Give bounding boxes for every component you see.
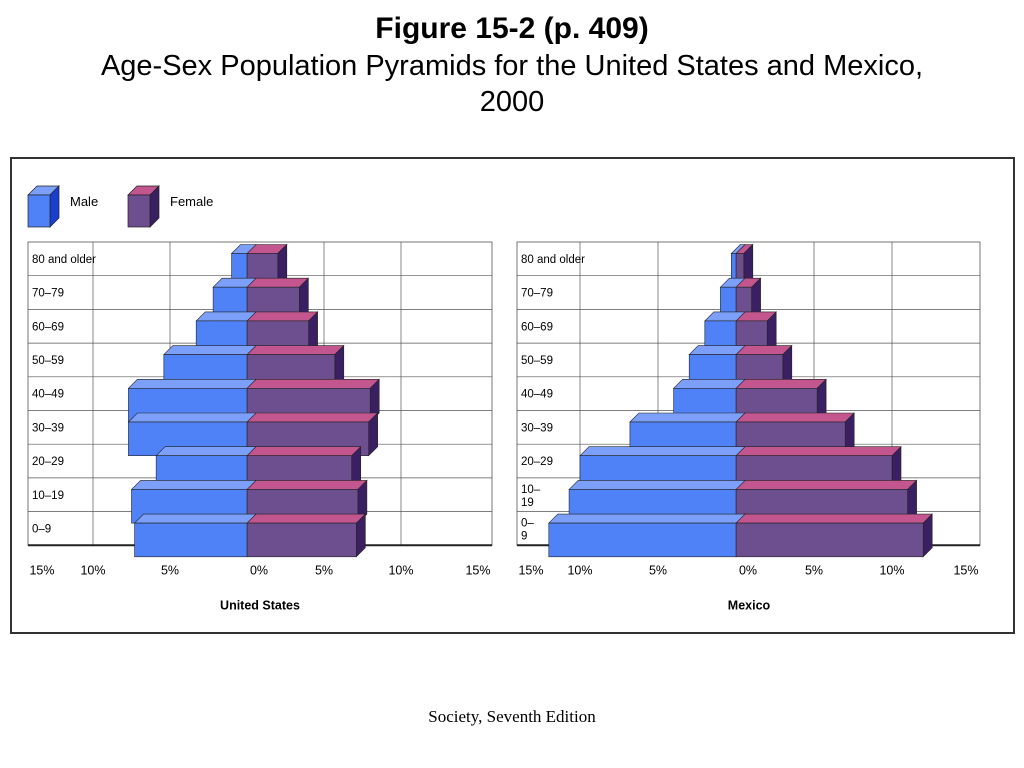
us-bar-female-top xyxy=(246,311,319,322)
footer-source: Society, Seventh Edition xyxy=(428,707,596,726)
us-bar-male-top xyxy=(130,480,257,490)
us-bar-female-top xyxy=(246,446,362,457)
mexico-bar-female-top xyxy=(735,513,933,524)
mexico-category-label: 40–49 xyxy=(521,389,553,401)
mexico-category-label: 70–79 xyxy=(521,288,553,300)
mexico-x-tick-label: 10% xyxy=(567,563,592,577)
us-x-tick-label: 5% xyxy=(161,563,179,577)
figure-caption-line-2: 2000 xyxy=(479,86,545,118)
us-bar-male-top xyxy=(127,379,257,389)
us-bar-male-top xyxy=(133,513,257,524)
mexico-category-label: 10– xyxy=(521,484,541,496)
mexico-category-label: 9 xyxy=(521,530,527,542)
us-x-tick-label: 5% xyxy=(315,563,333,577)
us-x-tick-label: 10% xyxy=(388,563,413,577)
us-bar-male-top xyxy=(155,446,257,457)
mexico-bar-female-top xyxy=(735,480,918,490)
figure-number: Figure 15-2 (p. 409) xyxy=(375,12,649,45)
legend-female-label: Female xyxy=(170,194,213,209)
mexico-x-tick-label: 5% xyxy=(805,563,823,577)
us-chart-title: United States xyxy=(220,598,300,612)
us-bar-male xyxy=(134,522,248,558)
us-x-tick-label: 15% xyxy=(29,563,54,577)
legend-female-swatch xyxy=(127,185,160,228)
mexico-category-label: 60–69 xyxy=(521,321,553,333)
mexico-bar-male-top xyxy=(548,513,746,524)
mexico-category-label: 30–39 xyxy=(521,422,553,434)
mexico-bar-male-top xyxy=(629,412,746,423)
us-bar-male-top xyxy=(127,412,257,423)
mexico-bar-female-top xyxy=(735,446,902,457)
us-bar-female-top xyxy=(246,513,367,524)
us-category-label: 80 and older xyxy=(32,254,96,266)
us-bar-female-top xyxy=(246,277,310,288)
us-bar-male-top xyxy=(163,345,257,355)
slide-title: Figure 15-2 (p. 409) Age-Sex Population … xyxy=(0,10,1024,120)
us-bar-female-top xyxy=(246,379,380,389)
mexico-bar-male-top xyxy=(579,446,746,457)
us-bar-male-top xyxy=(195,311,257,322)
figure-caption-line-1: Age-Sex Population Pyramids for the Unit… xyxy=(100,50,924,82)
figure-frame: Male Female 80 and older 70–79 60–69 50–59 40–… xyxy=(10,157,1015,634)
mexico-x-tick-label: 5% xyxy=(649,563,667,577)
legend-male-swatch xyxy=(27,185,60,228)
mexico-category-label: 0– xyxy=(521,517,534,529)
mexico-x-tick-label: 0% xyxy=(739,563,757,577)
mexico-category-label: 20–29 xyxy=(521,456,553,468)
mexico-bar-female-top xyxy=(735,379,827,389)
legend-male-label: Male xyxy=(70,194,98,209)
mexico-chart-title: Mexico xyxy=(728,598,771,612)
us-category-label: 0–9 xyxy=(32,523,51,535)
mexico-category-label: 19 xyxy=(521,497,534,509)
us-category-label: 50–59 xyxy=(32,355,64,367)
us-category-label: 40–49 xyxy=(32,389,64,401)
mexico-bar-female-top xyxy=(735,345,793,355)
mexico-bar-male xyxy=(548,522,737,558)
mexico-bar-male-top xyxy=(688,345,746,355)
us-category-label: 70–79 xyxy=(32,288,64,300)
mexico-bar-female-top xyxy=(735,412,855,423)
us-category-label: 60–69 xyxy=(32,321,64,333)
us-bar-female xyxy=(246,522,357,558)
mexico-bar-male-top xyxy=(568,480,746,490)
mexico-x-tick-label: 15% xyxy=(518,563,543,577)
us-category-label: 20–29 xyxy=(32,456,64,468)
us-category-label: 30–39 xyxy=(32,422,64,434)
us-bar-female-top xyxy=(246,345,345,355)
us-bar-female-top xyxy=(246,412,379,423)
mexico-x-tick-label: 15% xyxy=(953,563,978,577)
us-bar-female-top xyxy=(246,480,368,490)
us-category-label: 10–19 xyxy=(32,490,64,502)
mexico-x-tick-label: 10% xyxy=(879,563,904,577)
legend-female-swatch-front xyxy=(127,194,151,228)
us-pyramid xyxy=(27,241,493,558)
population-pyramids: Male Female 80 and older 70–79 60–69 50–59 40–… xyxy=(27,185,981,612)
mexico-pyramid xyxy=(516,241,981,558)
us-x-tick-label: 10% xyxy=(80,563,105,577)
legend-male-swatch-front xyxy=(27,194,51,228)
mexico-bar-female xyxy=(735,522,924,558)
us-x-tick-label: 15% xyxy=(465,563,490,577)
mexico-category-label: 50–59 xyxy=(521,355,553,367)
us-x-tick-label: 0% xyxy=(250,563,268,577)
mexico-category-label: 80 and older xyxy=(521,254,585,266)
mexico-bar-male-top xyxy=(672,379,746,389)
